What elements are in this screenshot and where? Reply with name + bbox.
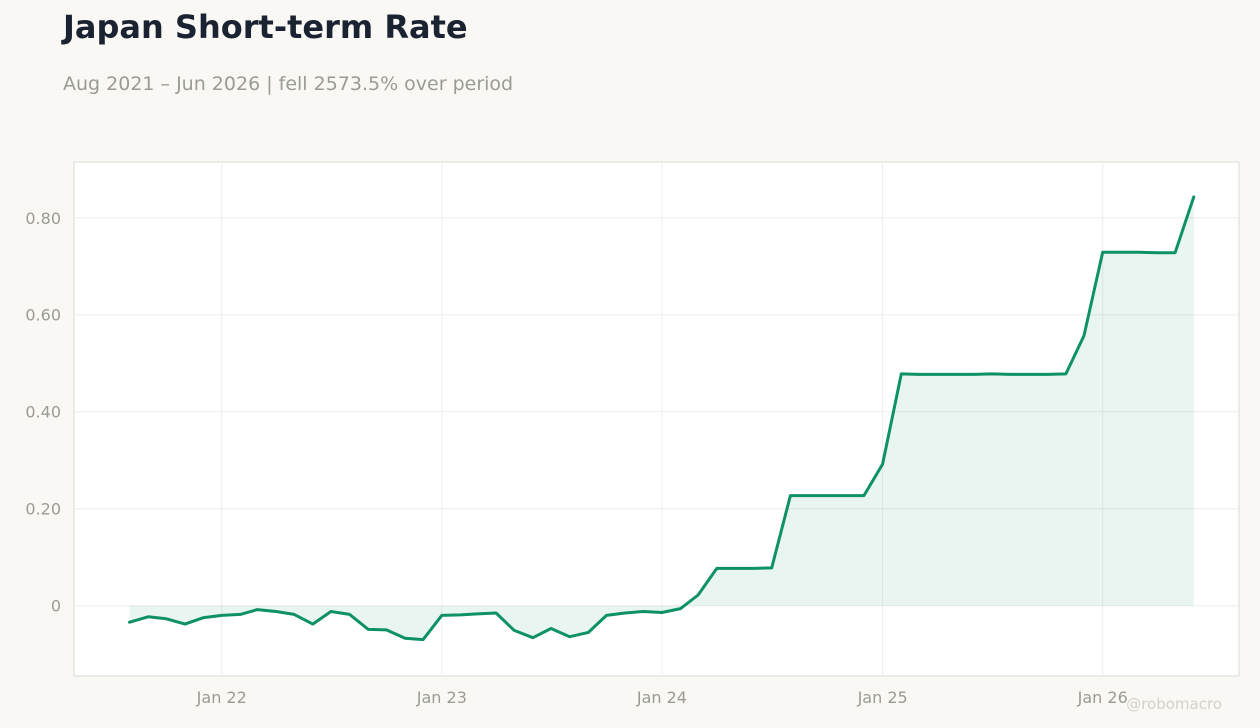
x-tick-label: Jan 24 — [636, 688, 687, 707]
watermark: @robomacro — [1126, 695, 1222, 713]
y-tick-label: 0.60 — [25, 306, 61, 325]
y-tick-label: 0 — [51, 597, 61, 616]
chart-title: Japan Short-term Rate — [63, 8, 468, 46]
y-tick-label: 0.40 — [25, 403, 61, 422]
series-area — [129, 196, 1194, 640]
series-line — [128, 195, 1196, 642]
x-tick-label: Jan 25 — [857, 688, 908, 707]
plot-area — [73, 161, 1240, 677]
chart-subtitle: Aug 2021 – Jun 2026 | fell 2573.5% over … — [63, 73, 514, 95]
x-tick-label: Jan 23 — [416, 688, 467, 707]
y-tick-label: 0.80 — [25, 209, 61, 228]
x-tick-label: Jan 22 — [196, 688, 247, 707]
x-tick-label: Jan 26 — [1077, 688, 1128, 707]
y-tick-label: 0.20 — [25, 500, 61, 519]
